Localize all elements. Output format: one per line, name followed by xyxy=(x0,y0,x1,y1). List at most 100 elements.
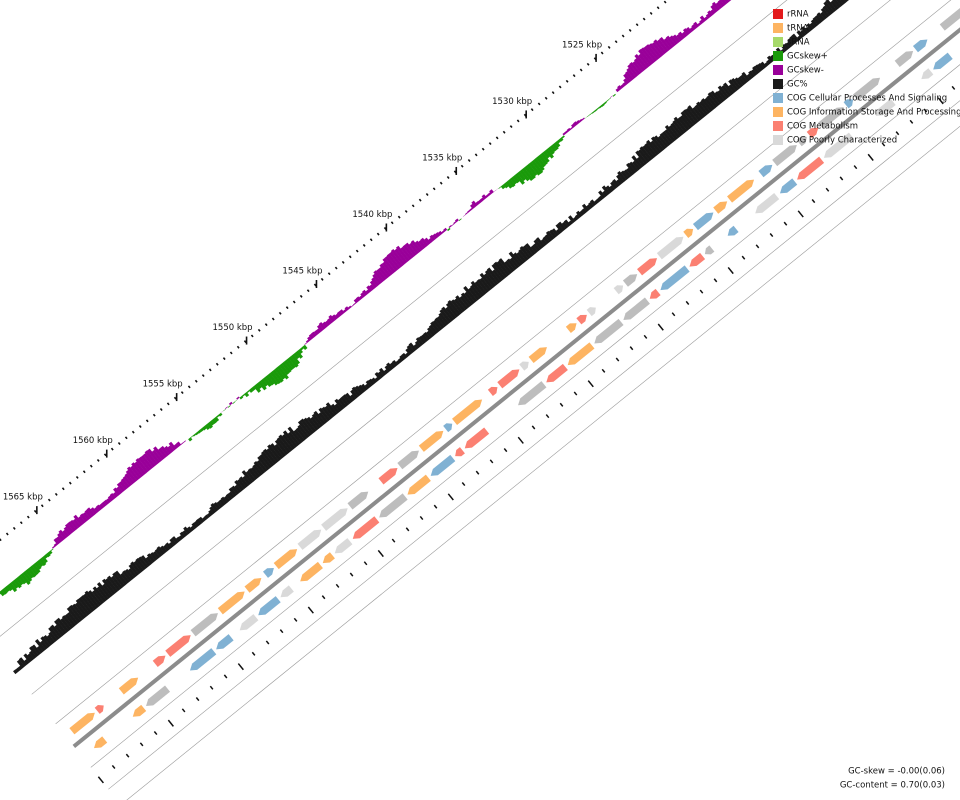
gc-skew-bar xyxy=(424,237,431,245)
gc-content-bar xyxy=(114,570,128,586)
gc-skew-bar xyxy=(173,443,179,449)
gc-skew-bar xyxy=(512,175,520,184)
gc-content-bar xyxy=(17,665,23,671)
gc-skew-bar xyxy=(79,513,88,523)
gc-content-bar xyxy=(260,451,275,467)
gc-skew-bar xyxy=(58,529,67,540)
gc-content-bar xyxy=(717,85,730,99)
gene xyxy=(397,450,419,470)
gc-content-bar xyxy=(717,89,728,101)
gc-content-bar xyxy=(295,427,308,441)
gc-skew-bar xyxy=(144,450,158,466)
gc-content-bar xyxy=(274,443,287,458)
gc-content-bar xyxy=(36,645,44,654)
gc-content-bar xyxy=(626,162,637,175)
gc-content-bar xyxy=(764,61,770,67)
gc-skew-bar xyxy=(234,399,238,402)
gc-skew-bar xyxy=(601,103,605,107)
gc-skew-bar xyxy=(124,473,135,485)
gc-content-bar xyxy=(594,199,599,205)
gc-skew-bar xyxy=(300,346,304,351)
gc-skew-bar xyxy=(552,142,559,151)
gc-skew-bar xyxy=(465,211,469,215)
gc-content-bar xyxy=(195,518,203,526)
gc-skew-bar xyxy=(239,395,244,400)
outer-tick xyxy=(517,436,524,444)
gc-skew-bar xyxy=(605,99,609,103)
gc-content-bar xyxy=(739,74,749,84)
gene xyxy=(280,585,294,598)
gc-content-bar xyxy=(673,116,688,133)
gc-skew-bar xyxy=(69,519,79,530)
gc-skew-bar xyxy=(327,317,333,325)
gc-content-bar xyxy=(124,568,135,580)
gc-content-bar xyxy=(34,639,46,652)
gc-content-bar xyxy=(513,252,525,265)
outer-tick xyxy=(251,651,256,656)
gc-content-bar xyxy=(701,98,714,112)
gc-content-bar xyxy=(345,392,354,403)
gc-content-bar xyxy=(710,90,723,105)
gc-content-bar xyxy=(360,383,368,392)
gc-content-bar xyxy=(66,611,79,626)
gc-content-bar xyxy=(432,319,443,331)
gc-content-bar xyxy=(834,0,846,5)
gc-skew-bar xyxy=(244,391,250,398)
gene xyxy=(797,156,825,180)
gc-content-bar xyxy=(202,516,207,522)
gc-content-bar xyxy=(605,185,613,194)
gc-skew-bar xyxy=(48,550,53,555)
gc-content-bar xyxy=(581,208,588,214)
gc-skew-bar xyxy=(369,284,375,291)
gc-content-bar xyxy=(342,394,352,405)
gc-content-bar xyxy=(303,417,317,433)
gene xyxy=(586,307,596,317)
gc-content-bar xyxy=(455,295,469,311)
gc-skew-bar xyxy=(353,298,359,304)
gc-skew-bar xyxy=(180,442,184,445)
gc-content-bar xyxy=(96,586,109,601)
gc-skew-bar xyxy=(562,132,567,136)
gc-content-bar xyxy=(270,443,284,460)
gc-skew-bar xyxy=(290,354,301,365)
gc-content-bar xyxy=(516,251,527,263)
gc-content-bar xyxy=(325,402,338,416)
gc-content-bar xyxy=(470,280,485,297)
outer-tick xyxy=(797,210,804,218)
gc-content-bar xyxy=(263,448,277,465)
gc-skew-bar xyxy=(269,371,282,385)
gc-content-bar xyxy=(445,306,457,320)
gc-content-bar xyxy=(140,555,151,567)
gc-content-bar xyxy=(682,109,697,126)
gc-content-bar xyxy=(723,82,735,95)
gc-skew-bar xyxy=(594,109,598,113)
gc-content-bar xyxy=(259,453,273,469)
gc-skew-bar xyxy=(336,311,343,317)
outer-tick xyxy=(125,753,130,758)
gc-content-bar xyxy=(24,658,30,665)
gc-content-bar xyxy=(653,135,667,150)
gc-skew-bar xyxy=(720,0,730,4)
gc-content-bar xyxy=(439,309,452,324)
gc-skew-bar xyxy=(617,85,623,91)
gc-content-bar xyxy=(830,0,842,9)
gc-content-bar xyxy=(130,561,142,575)
gc-content-bar xyxy=(137,556,149,569)
gc-skew-bar xyxy=(228,401,233,406)
gc-skew-bar xyxy=(31,563,41,574)
gc-content-bar xyxy=(46,634,56,644)
gc-content-bar xyxy=(810,19,818,28)
gc-skew-bar xyxy=(126,466,140,481)
gene xyxy=(464,427,490,449)
gc-content-bar xyxy=(579,210,585,216)
gc-skew-bar xyxy=(598,105,603,109)
gc-skew-bar xyxy=(62,529,70,538)
gc-content-bar xyxy=(441,306,455,322)
gc-skew-bar xyxy=(623,78,630,85)
gc-skew-bar xyxy=(325,320,331,327)
gc-content-summary: GC-content = 0.70(0.03) xyxy=(840,781,945,791)
gc-skew-bar xyxy=(451,223,455,227)
gc-content-bar xyxy=(694,104,707,118)
